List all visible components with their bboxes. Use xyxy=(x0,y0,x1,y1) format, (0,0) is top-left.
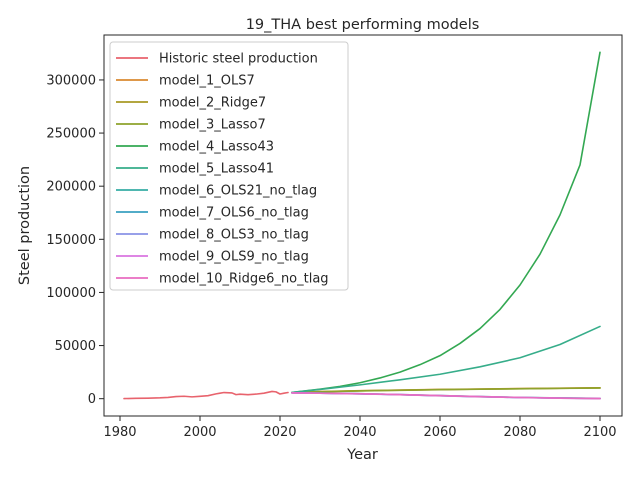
legend-label-3: model_2_Ridge7 xyxy=(159,96,266,111)
series-line-6 xyxy=(291,325,601,394)
x-tick-label: 2040 xyxy=(343,425,376,440)
series-line-1 xyxy=(123,390,289,400)
legend-label-11: model_10_Ridge6_no_tlag xyxy=(159,272,329,287)
legend-label-7: model_6_OLS21_no_tlag xyxy=(159,184,317,199)
legend-label-1: Historic steel production xyxy=(159,52,318,67)
chart-title: 19_THA best performing models xyxy=(246,17,480,33)
legend-entries: Historic steel production model_1_OLS7mod… xyxy=(116,52,329,287)
legend-label-6: model_5_Lasso41 xyxy=(159,162,274,177)
y-tick-label: 300000 xyxy=(46,73,96,88)
plot-frame xyxy=(103,34,623,417)
y-tick-label: 0 xyxy=(88,392,96,407)
x-axis-label: Year xyxy=(346,447,378,463)
y-axis: 0 50000 100000 150000 200000 250000 300000 xyxy=(46,73,104,407)
x-tick-label: 2060 xyxy=(423,425,456,440)
x-tick-label: 1980 xyxy=(103,425,136,440)
plot-lines xyxy=(123,51,601,400)
y-tick-label: 200000 xyxy=(46,180,96,195)
y-tick-label: 50000 xyxy=(55,339,96,354)
series-line-11 xyxy=(291,392,601,400)
series-line-4 xyxy=(291,387,601,394)
legend-label-2: model_1_OLS7 xyxy=(159,74,255,89)
legend-label-8: model_7_OLS6_no_tlag xyxy=(159,206,309,221)
legend-label-5: model_4_Lasso43 xyxy=(159,140,274,155)
x-axis: 1980 2000 2020 2040 2060 2080 2100 xyxy=(103,416,617,440)
x-tick-label: 2100 xyxy=(583,425,616,440)
x-tick-label: 2080 xyxy=(503,425,536,440)
series-line-5 xyxy=(291,51,601,394)
y-tick-label: 250000 xyxy=(46,127,96,142)
x-tick-label: 2000 xyxy=(183,425,216,440)
legend: Historic steel production model_1_OLS7mod… xyxy=(109,41,349,291)
legend-label-10: model_9_OLS9_no_tlag xyxy=(159,250,309,265)
legend-label-4: model_3_Lasso7 xyxy=(159,118,266,133)
legend-label-9: model_8_OLS3_no_tlag xyxy=(159,228,309,243)
legend-box xyxy=(109,41,349,291)
y-tick-label: 150000 xyxy=(46,233,96,248)
x-tick-label: 2020 xyxy=(263,425,296,440)
y-tick-label: 100000 xyxy=(46,286,96,301)
y-axis-label: Steel production xyxy=(17,166,33,285)
